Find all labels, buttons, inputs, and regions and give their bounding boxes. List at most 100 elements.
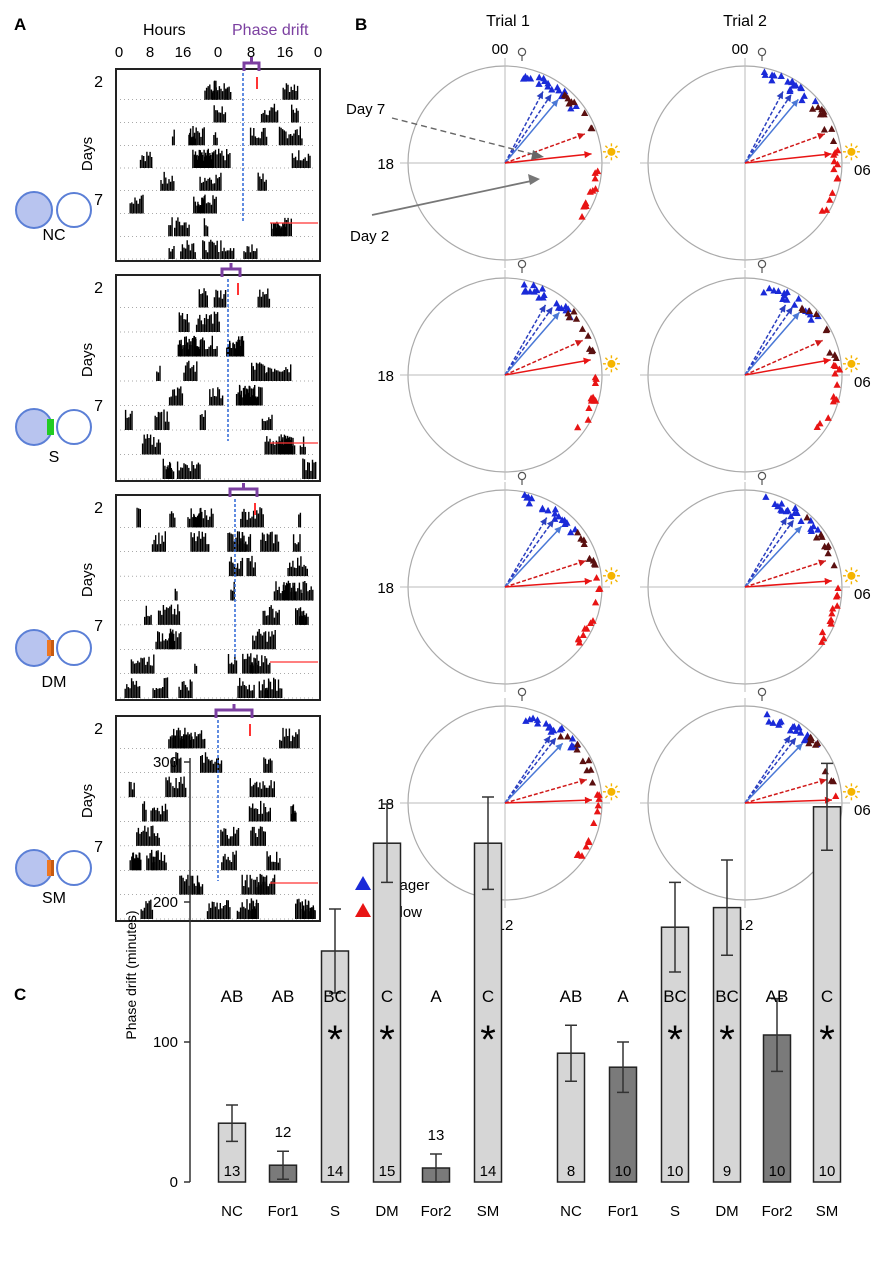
error-bar xyxy=(226,1104,238,1143)
sun-icon-shape xyxy=(614,569,618,573)
phase-vector-head xyxy=(551,99,559,108)
sun-icon-shape xyxy=(614,357,618,361)
phase-vector-head xyxy=(780,517,787,526)
nest-circle xyxy=(56,409,92,445)
error-bar xyxy=(565,1024,577,1082)
activity-bout xyxy=(180,240,196,259)
activity-bout xyxy=(249,778,271,798)
day-tick: 7 xyxy=(94,618,103,635)
nest-icon xyxy=(15,629,92,667)
significance-letter: AB xyxy=(221,987,244,1006)
data-triangle xyxy=(584,416,592,423)
data-triangle xyxy=(807,316,815,323)
phase-vector xyxy=(744,580,832,588)
phase-vector-head xyxy=(536,91,544,100)
polar-plot: 06 xyxy=(640,471,871,692)
data-triangle xyxy=(574,528,582,536)
data-triangle xyxy=(593,791,601,798)
sun-icon xyxy=(602,783,620,801)
sample-size-label: 10 xyxy=(819,1163,836,1180)
activity-bout xyxy=(177,335,199,357)
phase-vector-head xyxy=(584,796,592,804)
phase-vector xyxy=(504,560,587,588)
data-triangle xyxy=(765,284,773,292)
data-triangle xyxy=(577,535,585,542)
data-triangle xyxy=(596,585,604,592)
sun-icon-shape xyxy=(614,367,618,371)
nest-circle xyxy=(56,850,92,886)
activity-bout xyxy=(170,752,182,773)
data-triangle xyxy=(567,104,575,112)
data-triangle xyxy=(544,79,552,87)
phase-vector-head xyxy=(785,307,793,315)
data-triangle xyxy=(555,512,563,520)
category-label: SM xyxy=(816,1203,839,1220)
hour-tick: 8 xyxy=(247,44,255,61)
activity-bout xyxy=(221,850,237,871)
data-triangle xyxy=(820,125,829,133)
data-triangle xyxy=(835,365,843,373)
day2-label: Day 2 xyxy=(350,228,389,245)
nest-icon xyxy=(15,408,92,446)
activity-bout xyxy=(213,289,227,308)
data-triangle xyxy=(563,732,572,740)
actogram-dm: 2 7 Days xyxy=(79,483,321,701)
activity-bout xyxy=(160,171,175,191)
hour-tick: 0 xyxy=(314,44,322,61)
y-tick-label: 300 xyxy=(153,754,178,771)
activity-bout xyxy=(213,105,227,123)
sun-icon-shape xyxy=(854,155,858,159)
data-triangle xyxy=(557,732,565,740)
activity-bout xyxy=(258,677,283,698)
activity-bout xyxy=(248,800,271,822)
data-triangle xyxy=(805,307,813,315)
data-triangle xyxy=(833,602,841,609)
data-triangle xyxy=(586,188,594,195)
activity-bout xyxy=(260,531,280,552)
phase-vector-head xyxy=(555,743,563,751)
sun-icon-shape xyxy=(854,579,858,583)
activity-bout xyxy=(282,83,299,100)
activity-bout xyxy=(263,757,273,773)
data-triangle xyxy=(520,280,528,288)
phase-drift-bracket xyxy=(242,57,261,71)
data-triangle xyxy=(572,315,581,322)
data-triangle xyxy=(814,526,822,533)
significance-letter: A xyxy=(430,987,442,1006)
sun-icon-shape xyxy=(854,357,858,361)
activity-bout xyxy=(287,556,308,577)
sun-icon-shape xyxy=(607,147,616,156)
nest-circle xyxy=(15,629,53,667)
polar-plot: 18 xyxy=(377,471,620,692)
activity-bout xyxy=(206,148,231,168)
data-triangle xyxy=(582,842,590,850)
sun-icon xyxy=(602,143,620,161)
sun-icon-shape xyxy=(614,145,618,149)
data-triangle xyxy=(587,766,595,773)
actogram-sm: 2 7 Days xyxy=(79,704,321,922)
phase-vector xyxy=(744,306,794,376)
data-triangle xyxy=(534,719,542,727)
clock-label-00: 00 xyxy=(492,41,509,58)
sample-size-label: 10 xyxy=(769,1163,786,1180)
activity-bout xyxy=(213,132,218,146)
activity-bout xyxy=(199,410,206,430)
activity-bout xyxy=(168,217,173,237)
phase-vector xyxy=(504,91,544,164)
phase-vector xyxy=(504,580,592,588)
data-triangle xyxy=(558,724,566,732)
hour-tick: 0 xyxy=(214,44,222,61)
activity-bout xyxy=(291,150,311,168)
data-triangle xyxy=(594,801,602,809)
sun-icon-shape xyxy=(604,785,609,789)
data-triangle xyxy=(553,83,561,91)
data-triangle xyxy=(830,165,838,173)
error-bar xyxy=(669,881,681,973)
day-tick: 7 xyxy=(94,398,103,415)
day-tick: 7 xyxy=(94,839,103,856)
day7-label: Day 7 xyxy=(346,101,385,118)
condition-label: S xyxy=(49,449,60,466)
data-triangle xyxy=(573,851,581,858)
phase-vector-head xyxy=(549,737,557,746)
